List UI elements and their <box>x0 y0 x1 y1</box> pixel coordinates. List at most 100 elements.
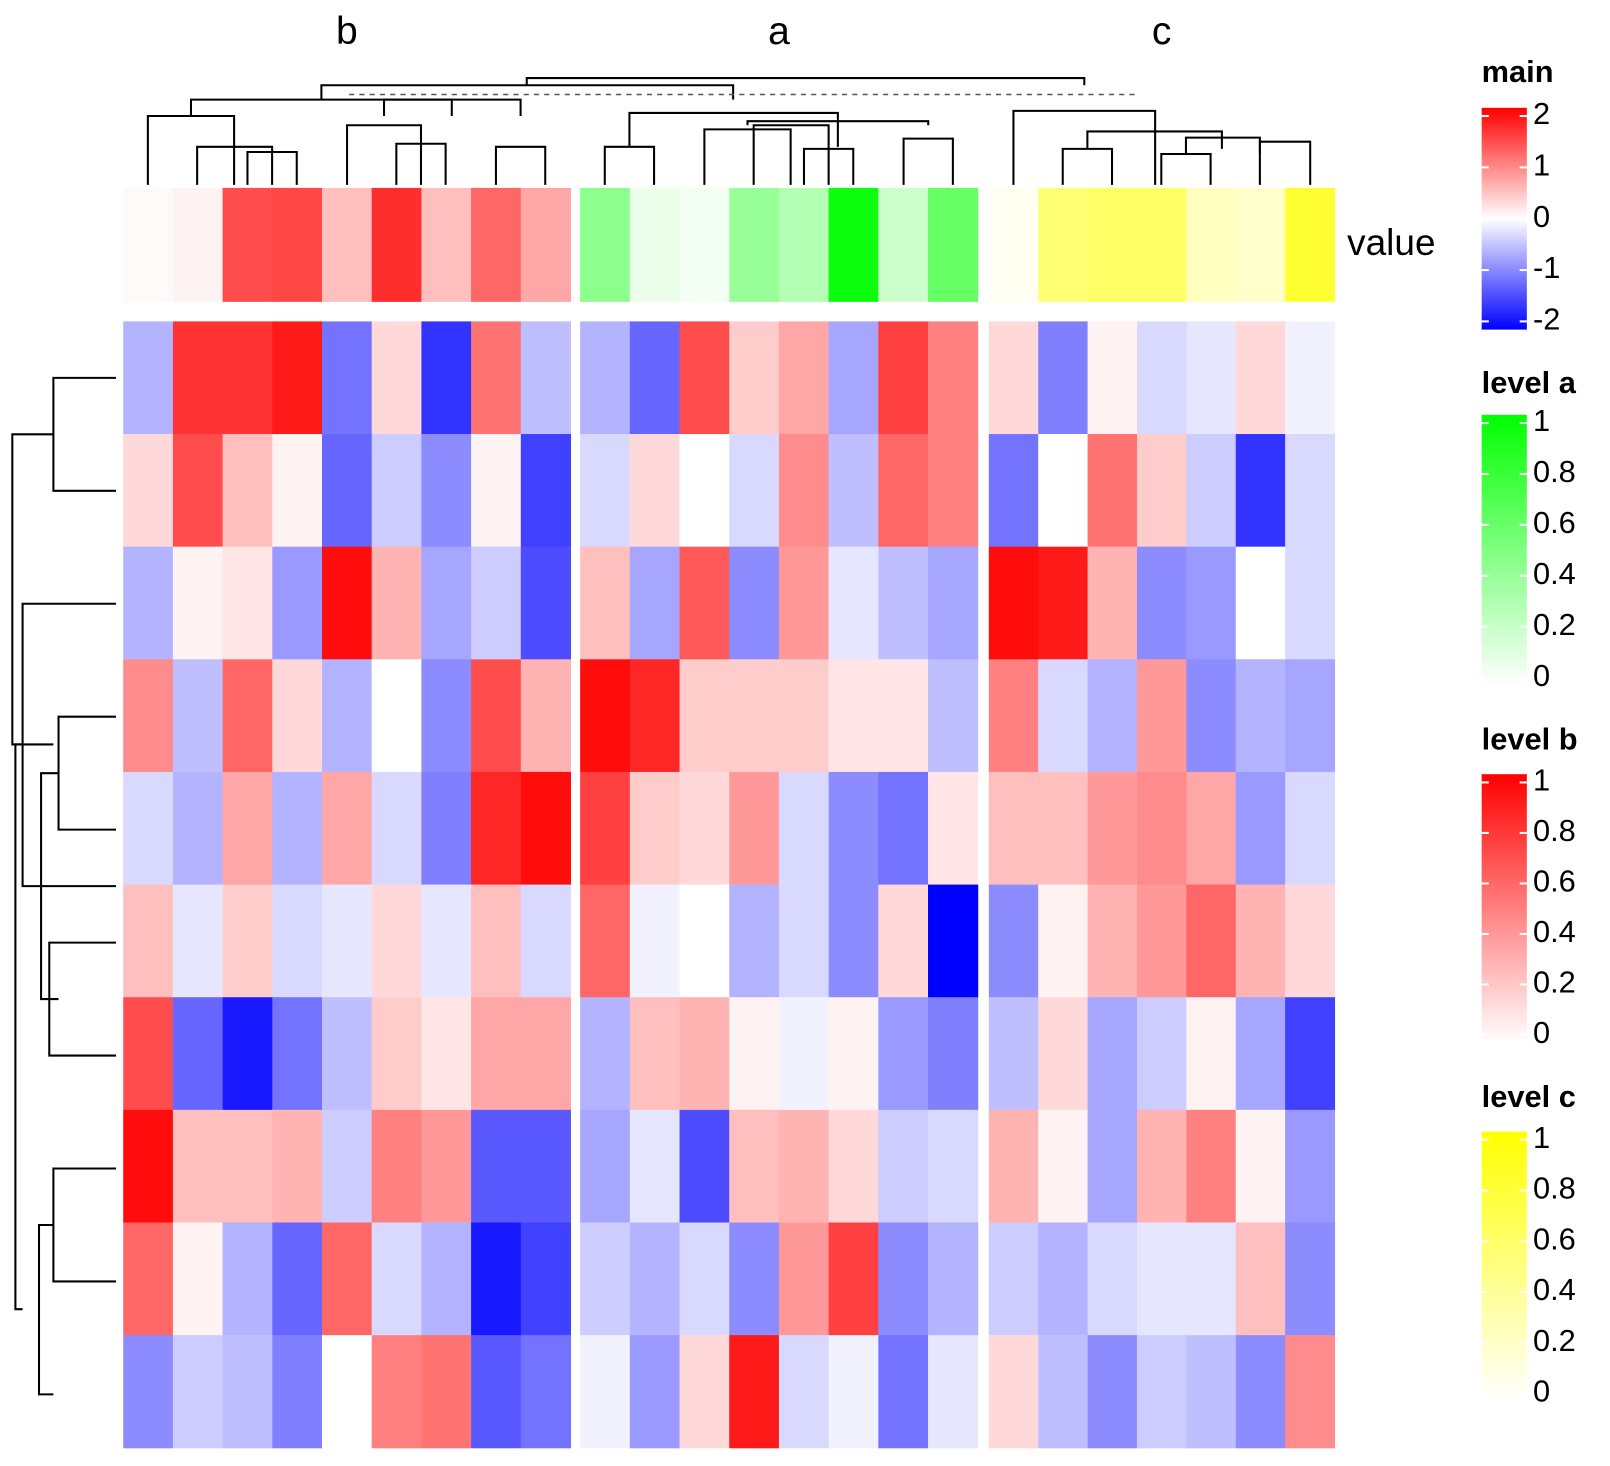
heatmap-cell <box>988 434 1039 548</box>
legend-title: level a <box>1482 365 1577 400</box>
annotation-cell <box>679 187 730 302</box>
heatmap-cell <box>828 884 879 998</box>
heatmap-cell <box>1235 1222 1286 1336</box>
dendrogram-branch <box>525 77 1086 86</box>
heatmap-cell <box>729 1109 780 1224</box>
heatmap-cell <box>1038 1335 1089 1449</box>
heatmap-cell <box>520 884 572 998</box>
heatmap-cell <box>580 884 631 998</box>
heatmap-cell <box>629 659 681 773</box>
legend-tick-label: 0 <box>1533 1374 1550 1409</box>
heatmap-cell <box>878 1222 929 1336</box>
heatmap-cell <box>371 546 422 660</box>
heatmap-cell <box>928 771 979 886</box>
heatmap-cell <box>580 659 631 773</box>
heatmap-cell <box>222 1109 273 1224</box>
heatmap-cell <box>878 321 929 435</box>
heatmap-cell <box>778 321 830 435</box>
heatmap-cell <box>1136 997 1187 1111</box>
dendrogram-branch <box>52 1167 117 1283</box>
heatmap-cell <box>123 884 174 998</box>
dendrogram-branch <box>346 124 423 185</box>
heatmap-cell <box>1235 321 1286 435</box>
heatmap-cell <box>580 546 631 660</box>
heatmap-cell <box>1038 434 1089 548</box>
annotation-cell <box>729 187 780 302</box>
heatmap-cell <box>928 997 979 1111</box>
group-label: b <box>336 10 358 53</box>
annotation-cell <box>322 187 373 302</box>
heatmap-cell <box>828 321 879 435</box>
heatmap-cell <box>1235 997 1286 1111</box>
heatmap-cell <box>1186 434 1237 548</box>
heatmap-cell <box>1235 434 1286 548</box>
annotation-cell <box>471 187 522 302</box>
heatmap-cell <box>1235 1109 1286 1224</box>
heatmap-cell <box>828 659 879 773</box>
heatmap-cell <box>272 1335 323 1449</box>
heatmap-cell <box>520 1222 572 1336</box>
heatmap-cell <box>172 321 224 435</box>
heatmap-cell <box>1087 1109 1138 1224</box>
annotation-cell <box>988 187 1039 302</box>
heatmap: value b a c main 2 1 0 -1 -2 level b 1 0.8 0.6 0.4 0.2… <box>11 10 1578 1449</box>
heatmap-cell <box>1136 1335 1187 1449</box>
heatmap-cell <box>322 546 373 660</box>
heatmap-cell <box>729 434 780 548</box>
heatmap-cell <box>988 997 1039 1111</box>
heatmap-cell <box>520 1109 572 1224</box>
heatmap-cell <box>222 659 273 773</box>
heatmap-cell <box>1087 321 1138 435</box>
heatmap-cell <box>1285 771 1336 886</box>
heatmap-cell <box>1285 884 1336 998</box>
legend-tick-label: 0.6 <box>1533 864 1576 899</box>
heatmap-cell <box>928 546 979 660</box>
heatmap-cell <box>272 884 323 998</box>
heatmap-cell <box>988 321 1039 435</box>
heatmap-cell <box>580 771 631 886</box>
heatmap-cell <box>1038 546 1089 660</box>
heatmap-cell <box>172 884 224 998</box>
heatmap-cell <box>172 546 224 660</box>
heatmap-cell <box>928 884 979 998</box>
heatmap-cell <box>1087 434 1138 548</box>
heatmap-cell <box>878 434 929 548</box>
heatmap-cell <box>123 771 174 886</box>
heatmap-cell <box>1186 1109 1237 1224</box>
heatmap-cell <box>580 321 631 435</box>
heatmap-cell <box>629 884 681 998</box>
annotation-cell <box>928 187 979 302</box>
heatmap-cell <box>1087 997 1138 1111</box>
heatmap-cell <box>928 1109 979 1224</box>
heatmap-cell <box>272 321 323 435</box>
heatmap-cell <box>679 659 730 773</box>
legend-tick-label: 1 <box>1533 148 1550 183</box>
heatmap-cell <box>172 434 224 548</box>
heatmap-cell <box>988 659 1039 773</box>
heatmap-cell <box>878 771 929 886</box>
dendrogram-branch <box>52 376 117 492</box>
heatmap-cell <box>1038 997 1089 1111</box>
annotation-cell <box>421 187 472 302</box>
heatmap-cell <box>778 434 830 548</box>
annotation-cell <box>123 187 174 302</box>
heatmap-cell <box>1038 659 1089 773</box>
heatmap-cell <box>878 1335 929 1449</box>
heatmap-cell <box>679 434 730 548</box>
dendrogram-branch <box>1160 152 1212 185</box>
heatmap-cell <box>520 321 572 435</box>
heatmap-cell <box>520 771 572 886</box>
heatmap-cell <box>222 1222 273 1336</box>
annotation-cell <box>1136 187 1187 302</box>
heatmap-cell <box>421 659 472 773</box>
dendrogram-branch <box>1184 136 1261 155</box>
legend-tick-label: 0 <box>1533 199 1550 234</box>
heatmap-cell <box>222 1335 273 1449</box>
heatmap-cell <box>580 997 631 1111</box>
heatmap-cell <box>1087 546 1138 660</box>
annotation-cell <box>272 187 323 302</box>
heatmap-cell <box>1136 434 1187 548</box>
heatmap-cell <box>1235 884 1286 998</box>
legend-bar <box>1481 774 1527 1044</box>
